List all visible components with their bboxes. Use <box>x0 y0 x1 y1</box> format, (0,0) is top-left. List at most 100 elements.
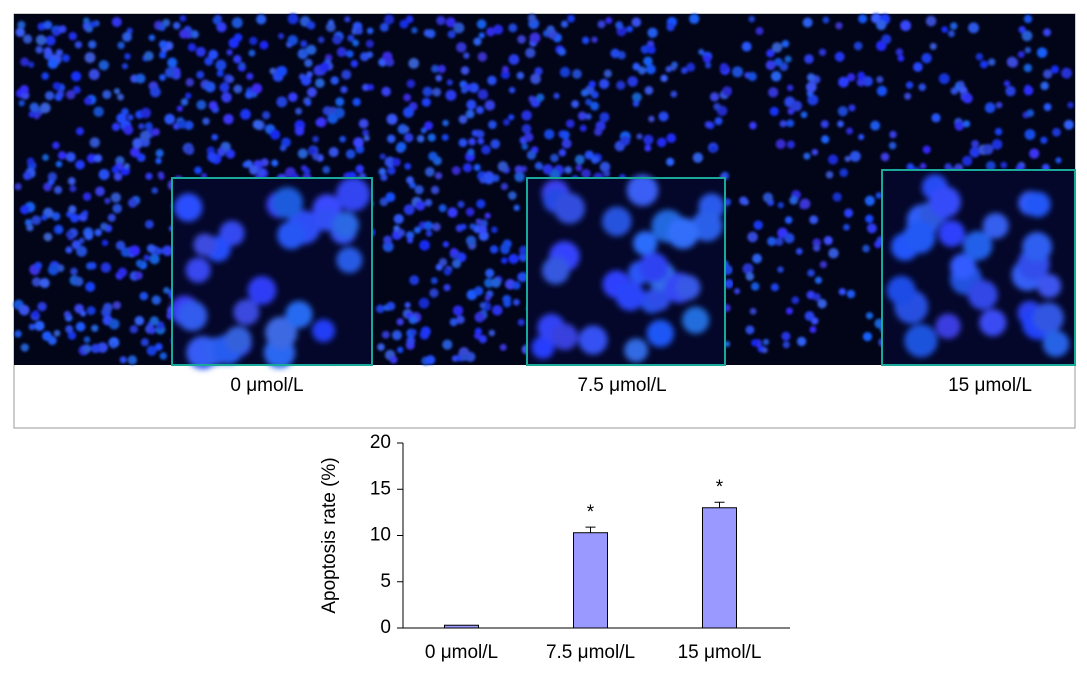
cell <box>844 155 851 162</box>
cell <box>1023 85 1034 96</box>
cell <box>807 94 819 106</box>
cell <box>575 164 583 172</box>
cell <box>425 230 433 237</box>
cell <box>221 92 232 103</box>
cell <box>445 89 457 101</box>
cell <box>508 23 518 33</box>
cell <box>418 297 430 309</box>
cell <box>304 58 313 68</box>
cell <box>100 222 109 231</box>
cell <box>558 148 567 157</box>
cell <box>55 160 63 168</box>
cell <box>541 256 570 285</box>
cell <box>185 257 211 283</box>
cell <box>786 84 794 92</box>
cell <box>116 113 127 124</box>
cell <box>591 156 599 164</box>
cell <box>469 223 476 230</box>
cell <box>484 100 496 111</box>
cell <box>339 135 346 143</box>
cell <box>427 133 436 142</box>
cell <box>508 114 515 121</box>
cell <box>474 311 485 323</box>
cell <box>34 320 45 331</box>
cell <box>177 119 187 129</box>
cell <box>20 343 29 352</box>
cell <box>428 151 438 161</box>
cell <box>747 71 757 82</box>
cell <box>14 183 22 191</box>
cell <box>468 137 476 146</box>
cell <box>159 352 167 360</box>
cell <box>196 99 207 110</box>
cell <box>591 90 599 99</box>
bar <box>573 532 608 629</box>
y-tick-label: 10 <box>370 525 391 546</box>
cell <box>311 319 336 343</box>
cell <box>565 119 575 129</box>
cell <box>26 223 34 232</box>
cell <box>423 221 433 231</box>
cell <box>666 157 675 166</box>
cell <box>771 42 783 53</box>
cell <box>144 219 154 229</box>
image-label: 7.5 μmol/L <box>577 375 666 396</box>
cell <box>477 130 485 138</box>
cell <box>849 150 861 162</box>
significance-label: * <box>587 502 595 523</box>
cell <box>670 90 678 98</box>
cell <box>158 173 165 180</box>
cell <box>643 134 654 145</box>
cell <box>929 42 937 50</box>
cell <box>820 120 829 129</box>
cell <box>135 73 146 84</box>
cell <box>502 294 512 304</box>
cell <box>93 154 103 163</box>
cell <box>732 66 744 78</box>
cell <box>82 192 92 201</box>
cell <box>246 72 254 80</box>
cell <box>65 325 74 334</box>
cell <box>86 306 96 316</box>
cell <box>488 329 496 337</box>
cell <box>465 109 475 119</box>
cell <box>164 67 176 78</box>
cell <box>513 204 520 211</box>
cell <box>32 310 40 318</box>
cell <box>804 54 814 64</box>
cell <box>424 198 433 207</box>
cell <box>447 207 458 218</box>
cell <box>491 226 498 234</box>
cell <box>406 176 414 185</box>
cell <box>769 106 779 116</box>
cell <box>306 71 313 78</box>
cell <box>431 64 440 73</box>
cell <box>305 100 312 107</box>
cell <box>381 86 391 97</box>
cell <box>529 32 541 44</box>
cell <box>74 41 83 49</box>
cell <box>47 58 59 69</box>
cell <box>366 51 374 59</box>
cell <box>656 137 667 148</box>
cell <box>404 301 411 309</box>
cell <box>159 51 167 59</box>
cell <box>257 168 266 177</box>
cell <box>430 185 440 195</box>
cell <box>809 326 817 333</box>
cell <box>43 232 53 242</box>
cell <box>881 34 892 45</box>
y-tick-label: 5 <box>380 571 391 592</box>
cell <box>897 54 905 62</box>
cell <box>632 100 640 107</box>
cell <box>66 89 76 100</box>
cell <box>969 146 981 158</box>
cell <box>386 134 396 144</box>
cell <box>111 16 122 28</box>
cell <box>159 74 166 81</box>
cell <box>362 129 369 137</box>
cell <box>578 325 608 355</box>
cell <box>544 129 555 140</box>
cell <box>531 335 555 359</box>
